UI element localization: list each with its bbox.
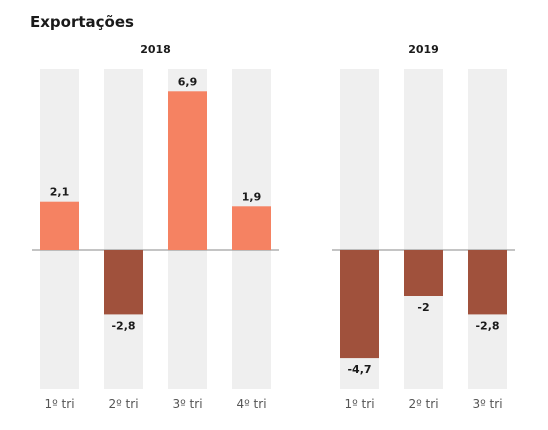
data-label: 2,1 — [50, 186, 70, 199]
tick-label: 2º tri — [408, 397, 438, 411]
data-label: -2,8 — [475, 319, 499, 332]
bar — [404, 250, 443, 296]
background-band — [468, 69, 507, 389]
bar — [340, 250, 379, 359]
bar — [104, 250, 143, 315]
tick-label: 3º tri — [472, 397, 502, 411]
bar — [40, 201, 79, 250]
tick-label: 4º tri — [236, 397, 266, 411]
panel-title: 2019 — [408, 43, 439, 56]
data-label: -2,8 — [111, 319, 135, 332]
tick-label: 1º tri — [344, 397, 374, 411]
data-label: 6,9 — [178, 75, 198, 88]
tick-label: 3º tri — [172, 397, 202, 411]
data-label: -2 — [417, 301, 429, 314]
panel-2018: 2018 2,1 1º tri -2,8 2º tri 6,9 3º tri 1,9 4º tr… — [32, 43, 279, 411]
bar — [232, 206, 271, 250]
chart-title: Exportações — [30, 13, 134, 31]
tick-label: 1º tri — [44, 397, 74, 411]
data-label: 1,9 — [242, 190, 262, 203]
panel-2019: 2019 -4,7 1º tri -2 2º tri -2,8 3º tri — [332, 43, 515, 411]
panel-title: 2018 — [140, 43, 171, 56]
tick-label: 2º tri — [108, 397, 138, 411]
background-band — [404, 69, 443, 389]
bar — [468, 250, 507, 315]
chart-panels: 2018 2,1 1º tri -2,8 2º tri 6,9 3º tri 1,9 4º tr… — [32, 43, 515, 411]
background-band — [104, 69, 143, 389]
bar — [168, 91, 207, 250]
data-label: -4,7 — [347, 363, 371, 376]
